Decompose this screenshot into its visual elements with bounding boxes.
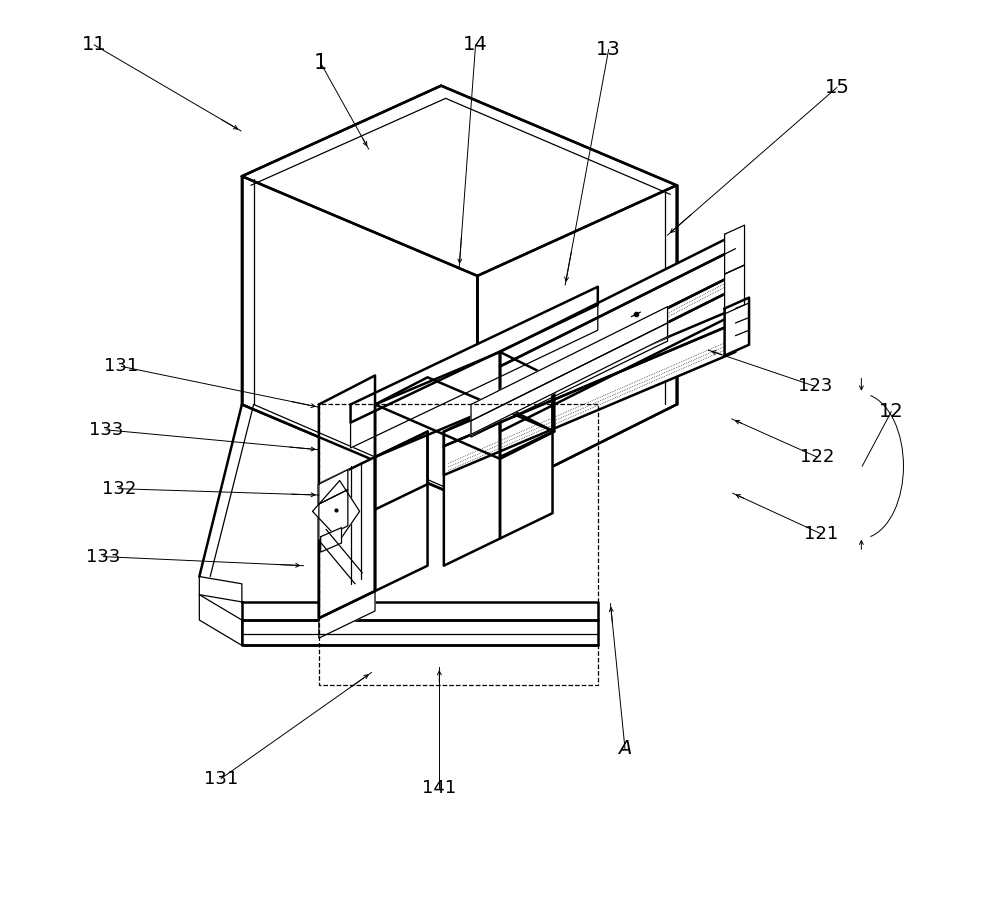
Polygon shape [351,305,598,448]
Polygon shape [319,376,375,618]
Polygon shape [242,86,677,276]
Polygon shape [500,352,554,431]
Polygon shape [242,620,598,645]
Polygon shape [471,307,668,420]
Text: 14: 14 [463,36,488,55]
Polygon shape [375,377,554,459]
Text: 132: 132 [102,480,136,498]
Polygon shape [500,379,553,538]
Text: 123: 123 [798,377,832,396]
Text: 133: 133 [86,547,121,566]
Polygon shape [500,249,735,392]
Polygon shape [313,481,360,540]
Polygon shape [500,274,735,407]
Text: 122: 122 [800,448,834,466]
Polygon shape [375,352,500,457]
Text: 11: 11 [82,36,107,55]
Polygon shape [351,287,598,422]
Polygon shape [725,298,749,356]
Polygon shape [242,602,598,620]
Polygon shape [319,490,348,540]
Text: 131: 131 [204,770,238,788]
Polygon shape [242,176,477,505]
Polygon shape [199,577,242,602]
Polygon shape [375,431,428,591]
Text: 12: 12 [879,402,904,421]
Polygon shape [444,308,735,446]
Polygon shape [199,595,242,645]
Text: 131: 131 [104,357,139,376]
Polygon shape [477,186,677,505]
Text: 13: 13 [596,40,621,58]
Polygon shape [319,470,348,505]
Polygon shape [500,379,553,457]
Polygon shape [444,405,500,566]
Polygon shape [725,265,745,314]
Text: 133: 133 [89,420,123,439]
Text: 15: 15 [824,78,849,97]
Polygon shape [725,225,745,274]
Text: 141: 141 [422,779,456,797]
Text: 121: 121 [804,525,839,543]
Polygon shape [471,324,668,437]
Polygon shape [500,234,735,367]
Polygon shape [471,323,668,434]
Polygon shape [319,591,375,638]
Polygon shape [444,323,735,475]
Polygon shape [375,431,428,509]
Text: 1: 1 [314,53,327,73]
Polygon shape [500,289,735,431]
Polygon shape [321,527,342,552]
Polygon shape [319,457,375,618]
Text: A: A [618,739,632,758]
